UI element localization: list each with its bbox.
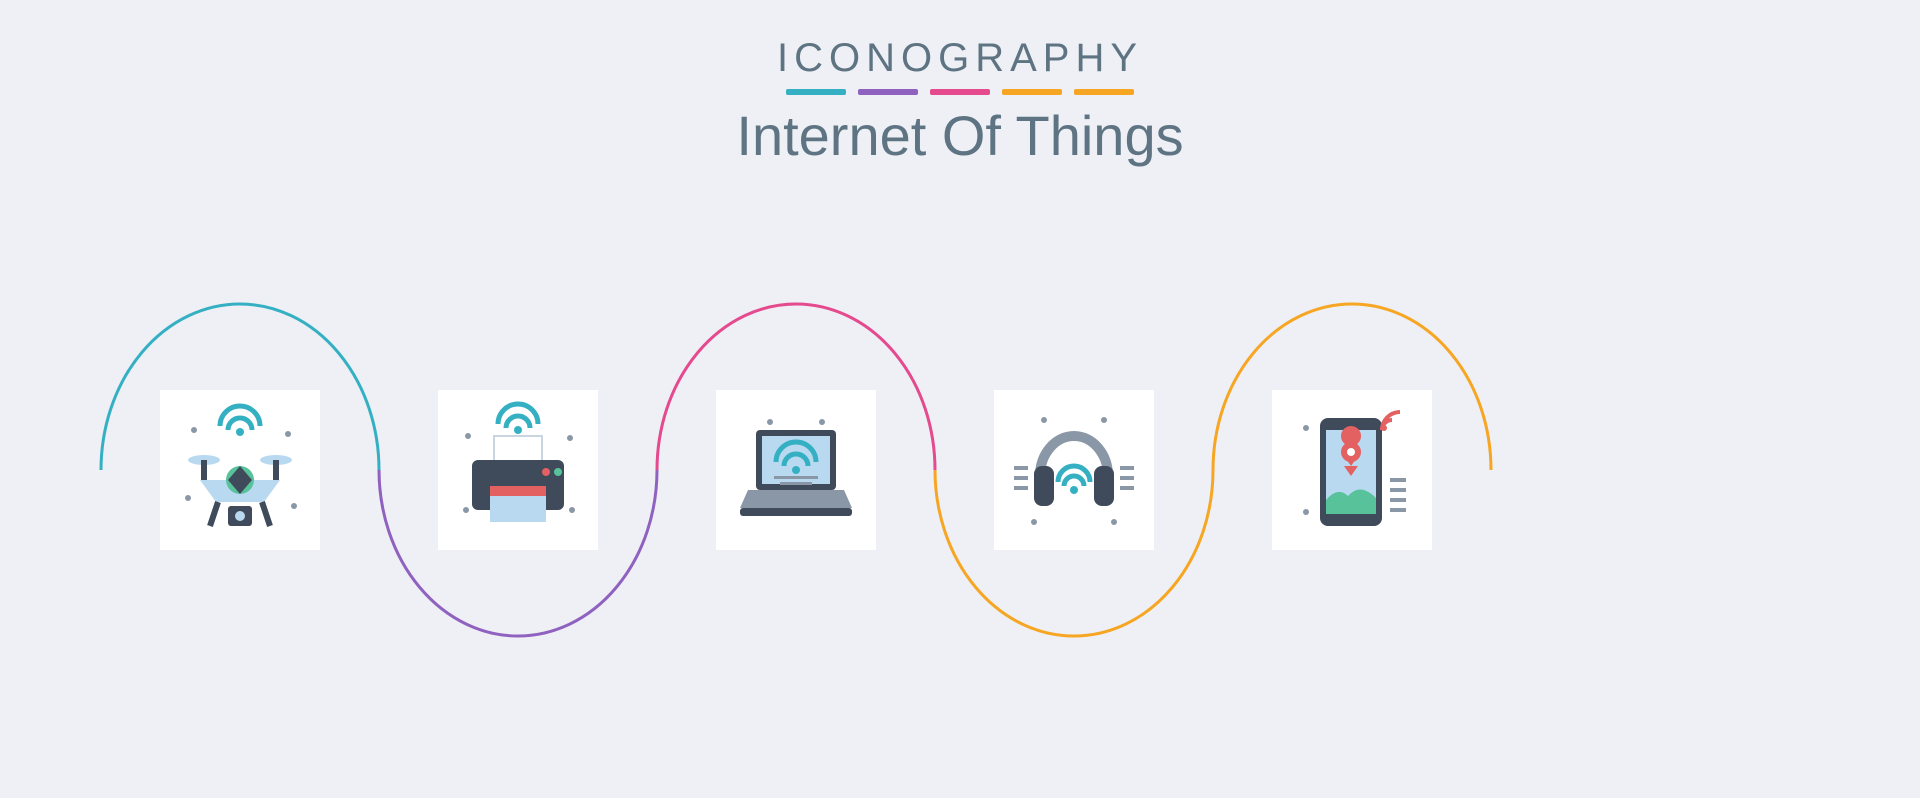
headphones-icon bbox=[994, 390, 1154, 550]
mobile-icon bbox=[1272, 390, 1432, 550]
tile-printer bbox=[438, 390, 598, 550]
printer-icon bbox=[438, 390, 598, 550]
accent-bar-2 bbox=[858, 89, 918, 95]
tile-drone bbox=[160, 390, 320, 550]
icon-stage bbox=[0, 260, 1920, 780]
tile-laptop bbox=[716, 390, 876, 550]
accent-bar-3 bbox=[930, 89, 990, 95]
tile-mobile bbox=[1272, 390, 1432, 550]
accent-bar-4 bbox=[1002, 89, 1062, 95]
accent-bar-5 bbox=[1074, 89, 1134, 95]
laptop-icon bbox=[716, 390, 876, 550]
accent-bar-1 bbox=[786, 89, 846, 95]
header: ICONOGRAPHY Internet Of Things bbox=[0, 0, 1920, 168]
page-title: ICONOGRAPHY bbox=[0, 36, 1920, 81]
drone-icon bbox=[160, 390, 320, 550]
accent-bars bbox=[0, 89, 1920, 95]
page-subtitle: Internet Of Things bbox=[0, 103, 1920, 168]
tile-headphones bbox=[994, 390, 1154, 550]
